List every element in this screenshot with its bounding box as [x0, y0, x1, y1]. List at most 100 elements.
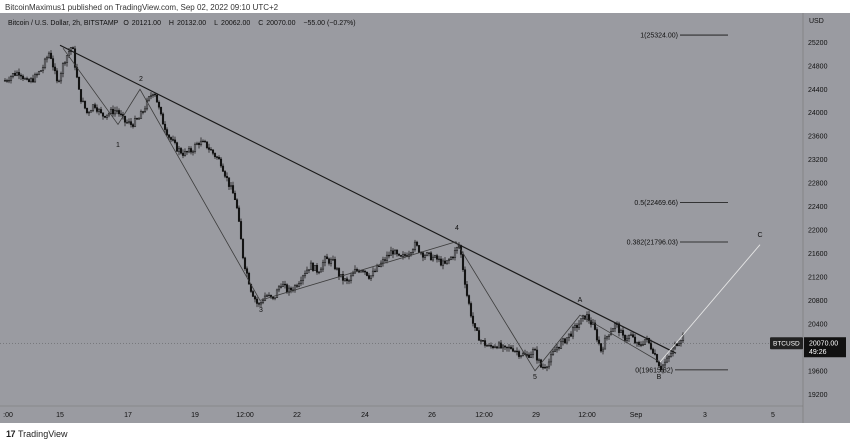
candle-body [447, 259, 451, 261]
candle-body [505, 346, 509, 349]
candle-body [109, 108, 113, 114]
candle-body [367, 275, 371, 279]
candle-body [215, 156, 219, 158]
candle-body [353, 269, 357, 274]
price-tick-label: 23600 [808, 134, 828, 141]
candle-body [677, 343, 681, 346]
candle-body [267, 294, 271, 297]
candle-body [103, 115, 107, 118]
candle-body [625, 338, 629, 341]
candle-body [27, 79, 31, 83]
candle-body [417, 245, 421, 253]
candle-body [245, 268, 249, 274]
wave-label-1: 1 [116, 142, 120, 149]
candle-body [565, 337, 569, 344]
candle-body [557, 346, 561, 349]
candle-body [111, 108, 115, 115]
candle-body [385, 254, 389, 261]
candle-body [643, 339, 647, 345]
candle-body [37, 71, 41, 75]
candle-body [31, 78, 35, 83]
candle-body [67, 51, 71, 56]
candle-body [7, 80, 11, 82]
time-tick-label: 5 [771, 412, 775, 419]
candle-body [97, 109, 101, 112]
candle-body [501, 345, 505, 349]
price-tick-label: 21600 [808, 251, 828, 258]
candle-body [47, 52, 51, 58]
legend-open: O 20121.00 [123, 20, 161, 27]
candle-body [665, 357, 669, 363]
candle-body [639, 344, 643, 346]
candle-body [43, 58, 47, 68]
candle-body [285, 284, 289, 293]
candle-body [319, 268, 323, 273]
candle-body [613, 323, 617, 330]
candle-body [89, 110, 93, 113]
candle-body [161, 113, 165, 125]
candle-body [517, 351, 521, 357]
candle-body [273, 297, 277, 299]
candle-body [641, 344, 645, 346]
price-chart[interactable]: USD1920019600200002040020800212002160022… [0, 13, 850, 423]
candle-body [227, 177, 231, 187]
candle-body [363, 270, 367, 273]
candle-body [253, 296, 257, 300]
candle-body [369, 275, 373, 279]
fib-level-label: 0.5(22469.66) [634, 200, 678, 207]
candle-body [341, 274, 345, 281]
candle-body [315, 265, 319, 273]
candle-body [35, 73, 39, 76]
candle-body [17, 72, 21, 76]
candle-body [237, 207, 241, 222]
footer: 17 TradingView [6, 428, 68, 440]
candle-body [11, 73, 15, 77]
candle-body [99, 109, 103, 114]
candle-body [187, 148, 191, 153]
candle-body [79, 89, 83, 102]
candle-body [605, 336, 609, 339]
candle-body [175, 142, 179, 152]
candle-body [541, 366, 545, 369]
candle-body [657, 361, 661, 367]
ticker-badge-label: BTCUSD [773, 341, 800, 348]
candle-body [637, 342, 641, 345]
price-tick-label: 24400 [808, 87, 828, 94]
candle-body [571, 326, 575, 337]
legend-close: C 20070.00 [258, 20, 296, 27]
price-tick-label: 22400 [808, 204, 828, 211]
candle-body [475, 327, 479, 331]
candle-body [491, 346, 495, 348]
price-tick-label: 24800 [808, 63, 828, 70]
candle-body [589, 320, 593, 325]
legend-change: −55.00 (−0.27%) [303, 20, 356, 27]
candle-body [497, 342, 501, 349]
candle-body [423, 255, 427, 258]
candle-body [9, 76, 13, 81]
time-tick-label: 17 [124, 412, 132, 419]
candle-body [527, 354, 531, 358]
candle-body [575, 325, 579, 328]
candle-body [495, 346, 499, 349]
candle-body [257, 303, 261, 305]
candle-body [233, 192, 237, 201]
time-tick-label: 22 [293, 412, 301, 419]
legend-high: H 20132.00 [168, 20, 207, 27]
candle-body [259, 302, 263, 305]
candle-body [185, 151, 189, 153]
candle-body [275, 289, 279, 298]
candle-body [377, 265, 381, 267]
candle-body [197, 143, 201, 145]
chart-container[interactable]: USD1920019600200002040020800212002160022… [0, 13, 850, 423]
candle-body [633, 336, 637, 344]
candle-body [549, 354, 553, 363]
candle-body [309, 262, 313, 270]
candle-body [579, 318, 583, 325]
candle-body [543, 366, 547, 369]
candle-body [371, 270, 375, 277]
candle-body [365, 271, 369, 276]
candle-body [165, 129, 169, 136]
candle-body [411, 249, 415, 253]
candle-body [119, 113, 123, 115]
time-tick-label: 26 [428, 412, 436, 419]
